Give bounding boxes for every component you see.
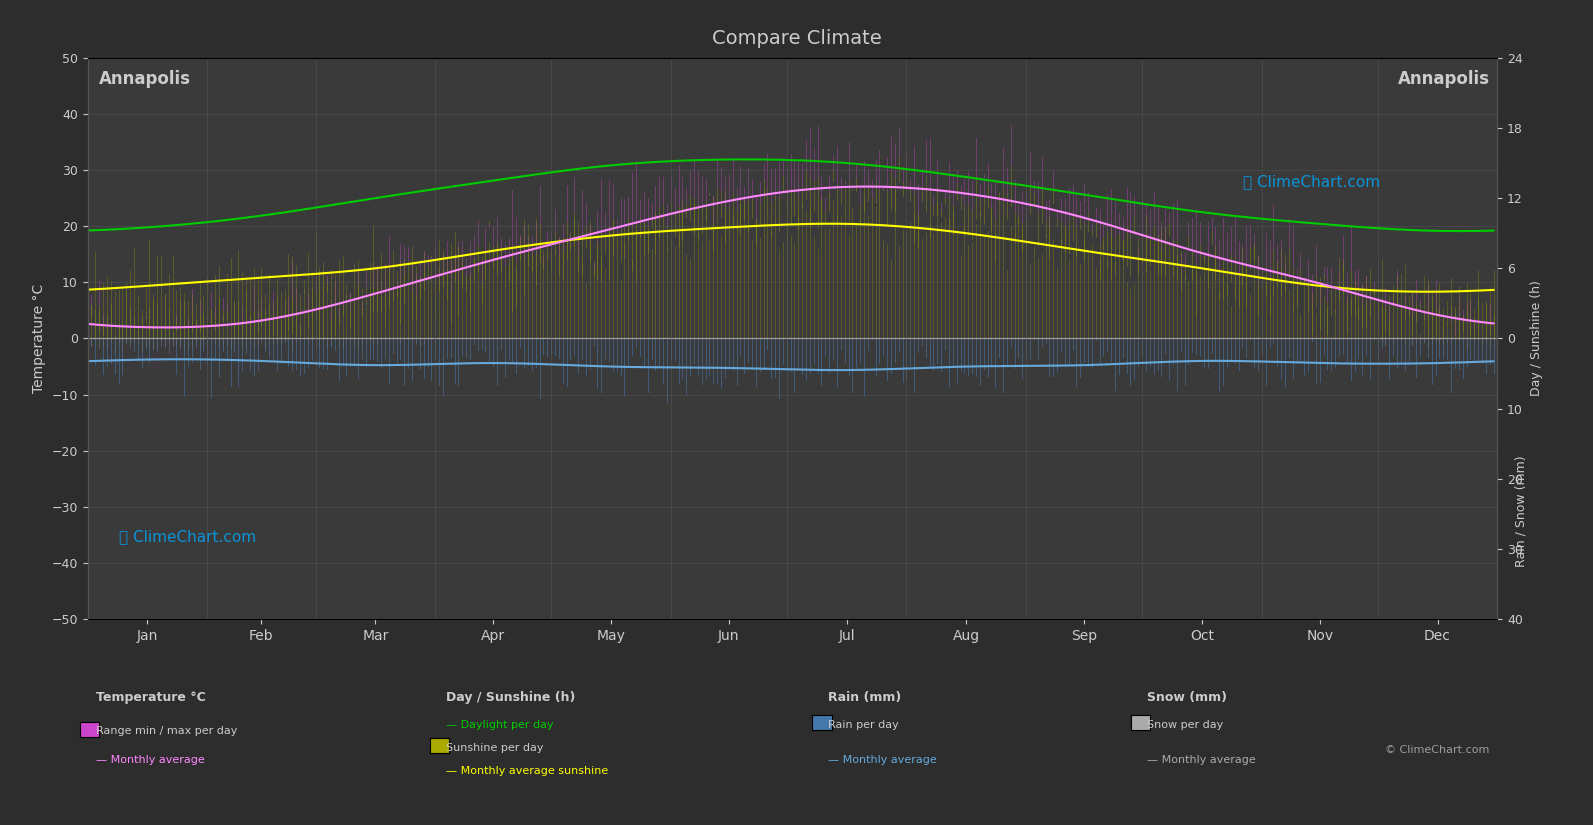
Text: Annapolis: Annapolis (99, 70, 191, 88)
Y-axis label: Day / Sunshine (h): Day / Sunshine (h) (1529, 280, 1544, 397)
Text: — Monthly average: — Monthly average (96, 755, 204, 765)
Text: Snow (mm): Snow (mm) (1147, 691, 1227, 705)
Text: Temperature °C: Temperature °C (96, 691, 205, 705)
Text: Day / Sunshine (h): Day / Sunshine (h) (446, 691, 575, 705)
Text: — Monthly average sunshine: — Monthly average sunshine (446, 766, 609, 775)
Text: © ClimeChart.com: © ClimeChart.com (1384, 745, 1489, 755)
Text: — Monthly average: — Monthly average (1147, 755, 1255, 765)
Text: Rain (mm): Rain (mm) (828, 691, 902, 705)
Text: — Daylight per day: — Daylight per day (446, 719, 554, 729)
Text: 🌐 ClimeChart.com: 🌐 ClimeChart.com (1243, 174, 1380, 189)
Text: Snow per day: Snow per day (1147, 719, 1223, 729)
Y-axis label: Temperature °C: Temperature °C (32, 284, 46, 393)
Text: Rain per day: Rain per day (828, 719, 898, 729)
Text: Annapolis: Annapolis (1397, 70, 1489, 88)
Text: 🌐 ClimeChart.com: 🌐 ClimeChart.com (119, 529, 256, 544)
Text: Sunshine per day: Sunshine per day (446, 742, 543, 752)
Text: Compare Climate: Compare Climate (712, 29, 881, 48)
Text: — Monthly average: — Monthly average (828, 755, 937, 765)
Text: Range min / max per day: Range min / max per day (96, 726, 237, 736)
Text: Rain / Snow (mm): Rain / Snow (mm) (1515, 455, 1528, 568)
